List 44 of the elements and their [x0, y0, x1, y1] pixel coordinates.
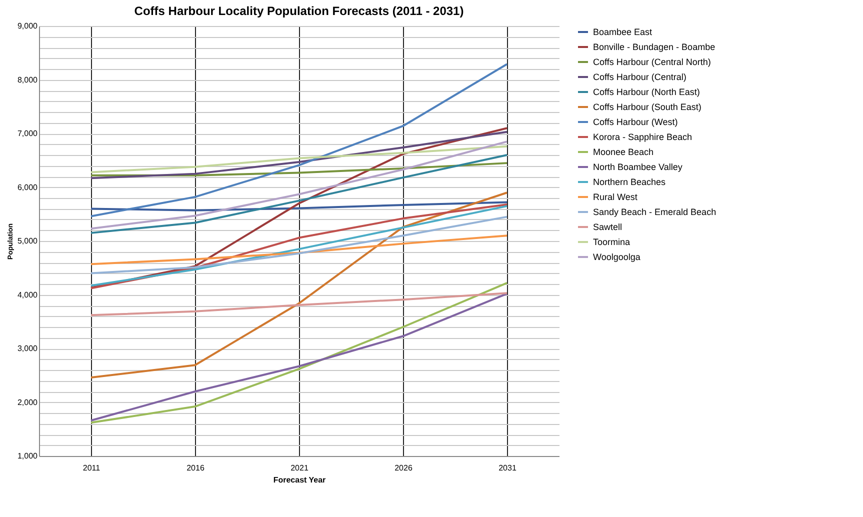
line-series: [90, 145, 508, 174]
legend-label: Woolgoolga: [593, 252, 640, 262]
legend-label: Boambee East: [593, 27, 653, 37]
x-tick-label: 2026: [394, 464, 413, 472]
legend-label: Rural West: [593, 192, 638, 202]
legend-label: Coffs Harbour (Central): [593, 72, 686, 82]
line-series: [90, 140, 508, 230]
legend-label: Moonee Beach: [593, 147, 654, 157]
x-tick-label: 2031: [498, 464, 517, 472]
y-tick-label: 9,000: [17, 22, 38, 30]
y-tick-label: 1,000: [17, 452, 38, 460]
line-series: [90, 201, 508, 212]
legend-label: Sandy Beach - Emerald Beach: [593, 207, 716, 217]
line-series: [90, 234, 508, 266]
x-tick-label: 2016: [186, 464, 205, 472]
line-series: [90, 154, 508, 234]
legend-label: Coffs Harbour (South East): [593, 102, 702, 112]
x-axis-title: Forecast Year: [273, 476, 326, 484]
y-tick-label: 8,000: [17, 75, 38, 84]
legend-label: Sawtell: [593, 222, 622, 232]
legend-label: Northern Beaches: [593, 177, 666, 187]
line-series: [90, 162, 508, 176]
legend-label: Toormina: [593, 237, 630, 247]
legend-label: Coffs Harbour (Central North): [593, 57, 711, 67]
y-tick-label: 3,000: [17, 344, 38, 353]
y-tick-label: 5,000: [17, 236, 38, 246]
legend-label: Coffs Harbour (West): [593, 117, 678, 127]
line-series: [90, 292, 508, 316]
y-tick-label: 6,000: [17, 182, 38, 192]
chart-title: Coffs Harbour Locality Population Forecasts (2011 - 2031): [134, 4, 464, 18]
x-tick-label: 2011: [82, 464, 101, 472]
legend-label: Korora - Sapphire Beach: [593, 132, 692, 142]
legend-label: Coffs Harbour (North East): [593, 87, 700, 97]
line-series: [90, 130, 508, 180]
x-tick-label: 2021: [290, 464, 309, 472]
y-tick-label: 7,000: [17, 129, 38, 138]
y-tick-label: 2,000: [17, 398, 38, 407]
line-series: [90, 127, 508, 289]
legend-label: Bonville - Bundagen - Boambe: [593, 42, 716, 52]
line-series: [90, 63, 508, 218]
line-series: [90, 192, 508, 379]
legend-label: North Boambee Valley: [593, 162, 683, 172]
y-tick-label: 4,000: [17, 290, 38, 300]
line-series: [90, 216, 508, 274]
